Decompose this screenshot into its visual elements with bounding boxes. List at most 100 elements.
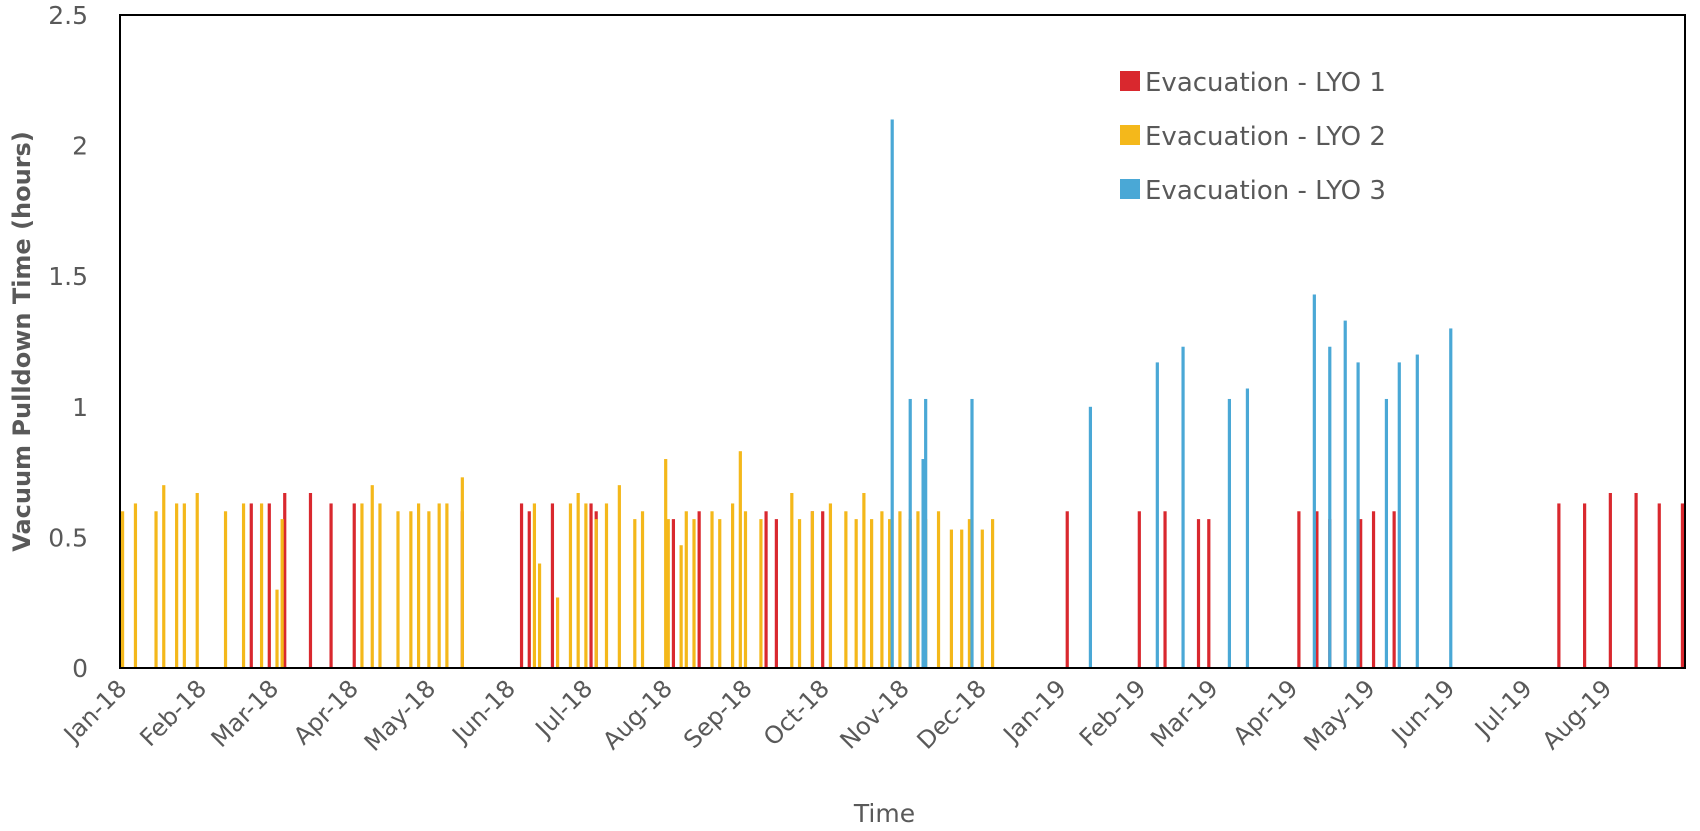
bar-lyo-2 — [460, 477, 464, 668]
bar-lyo-2 — [162, 485, 166, 668]
bar-lyo-2 — [532, 503, 537, 668]
bar-lyo-3 — [924, 398, 928, 668]
bar-lyo-1 — [550, 503, 555, 668]
bar-lyo-2 — [370, 485, 374, 668]
legend: Evacuation - LYO 1 Evacuation - LYO 2 Evac… — [1120, 68, 1386, 206]
bar-lyo-1 — [1163, 511, 1167, 668]
bar-lyo-2 — [828, 503, 833, 668]
bar-lyo-3 — [890, 119, 894, 669]
bar-lyo-2 — [182, 503, 186, 668]
bar-lyo-2 — [437, 503, 441, 668]
bar-lyo-2 — [617, 485, 621, 668]
bar-lyo-1 — [671, 519, 676, 668]
bar-lyo-2 — [684, 511, 688, 668]
bar-lyo-2 — [810, 511, 815, 668]
bar-lyo-2 — [990, 519, 995, 668]
y-tick-label: 2.5 — [48, 1, 88, 30]
plot-frame — [119, 14, 1686, 669]
bar-lyo-2 — [275, 589, 279, 668]
bar-lyo-3 — [970, 398, 974, 668]
bar-lyo-2 — [916, 511, 920, 668]
bar-lyo-2 — [584, 503, 588, 668]
y-tick-label: 1.5 — [48, 262, 88, 291]
bar-lyo-3 — [1312, 294, 1316, 668]
bar-lyo-2 — [576, 492, 580, 668]
legend-swatch-lyo-2 — [1120, 125, 1140, 145]
bar-lyo-2 — [738, 451, 742, 668]
bar-lyo-1 — [774, 519, 778, 668]
bar-lyo-2 — [378, 503, 382, 668]
bar-lyo-2 — [409, 511, 413, 668]
legend-label-lyo-3: Evacuation - LYO 3 — [1145, 176, 1386, 206]
bar-lyo-2 — [862, 492, 866, 668]
bar-lyo-2 — [555, 597, 560, 668]
bar-lyo-1 — [764, 511, 768, 668]
bar-lyo-1 — [1137, 511, 1141, 668]
bar-lyo-2 — [679, 545, 683, 668]
bar-lyo-2 — [797, 519, 802, 668]
bar-lyo-3 — [1343, 320, 1347, 668]
bar-lyo-2 — [396, 511, 400, 668]
bar-lyo-1 — [1583, 503, 1587, 668]
bar-lyo-3 — [1397, 362, 1401, 668]
bar-lyo-2 — [980, 529, 984, 668]
y-axis-title: Vacuum Pulldown Time (hours) — [8, 131, 36, 552]
bar-lyo-2 — [427, 511, 431, 668]
bar-lyo-2 — [870, 519, 874, 668]
bar-lyo-2 — [280, 519, 284, 668]
bar-lyo-2 — [898, 511, 902, 668]
bar-lyo-2 — [731, 503, 735, 668]
bar-lyo-2 — [594, 519, 598, 668]
bar-lyo-2 — [759, 519, 763, 668]
bar-lyo-2 — [743, 511, 748, 668]
bar-lyo-1 — [283, 492, 287, 668]
bar-lyo-1 — [1065, 511, 1069, 668]
bar-lyo-2 — [633, 519, 637, 668]
bar-lyo-2 — [360, 503, 364, 668]
bar-lyo-1 — [1371, 511, 1376, 668]
bar-lyo-3 — [1449, 328, 1453, 668]
bar-lyo-1 — [1657, 503, 1661, 668]
bar-lyo-2 — [888, 519, 892, 668]
bar-lyo-2 — [445, 503, 449, 668]
bar-lyo-2 — [960, 529, 964, 668]
bar-lyo-3 — [1245, 388, 1250, 668]
bar-lyo-2 — [241, 503, 246, 668]
bar-lyo-2 — [692, 519, 696, 668]
bar-lyo-1 — [1392, 511, 1396, 668]
bar-lyo-1 — [527, 511, 531, 668]
bar-lyo-2 — [416, 503, 421, 668]
legend-swatch-lyo-1 — [1120, 71, 1140, 91]
bar-lyo-2 — [967, 519, 972, 668]
bar-lyo-1 — [519, 503, 524, 668]
bar-lyo-2 — [537, 563, 542, 668]
bar-lyo-3 — [1415, 354, 1419, 668]
bar-lyo-1 — [329, 503, 333, 668]
bar-lyo-3 — [1181, 346, 1185, 668]
bar-lyo-1 — [1315, 511, 1319, 668]
bar-lyo-1 — [1359, 519, 1363, 668]
y-tick-label: 1 — [72, 393, 88, 422]
y-tick-label: 0.5 — [48, 523, 88, 552]
bar-lyo-2 — [880, 511, 884, 668]
bars-layer — [120, 119, 1685, 669]
bar-lyo-2 — [718, 519, 722, 668]
bar-lyo-2 — [154, 511, 158, 668]
bar-lyo-1 — [1196, 519, 1201, 668]
bar-lyo-3 — [1155, 362, 1159, 668]
bar-lyo-2 — [949, 529, 954, 668]
bar-lyo-2 — [854, 519, 858, 668]
bar-lyo-3 — [1088, 406, 1093, 668]
bar-lyo-3 — [1227, 398, 1231, 668]
bar-lyo-2 — [568, 503, 573, 668]
y-tick-label: 2 — [72, 132, 88, 161]
bar-lyo-1 — [249, 503, 253, 668]
bar-lyo-2 — [844, 511, 848, 668]
bar-lyo-2 — [710, 511, 714, 668]
bar-lyo-2 — [790, 492, 794, 668]
bar-lyo-1 — [1680, 503, 1685, 668]
bar-lyo-2 — [195, 492, 199, 668]
bar-lyo-3 — [908, 398, 912, 668]
bar-lyo-2 — [640, 511, 645, 668]
